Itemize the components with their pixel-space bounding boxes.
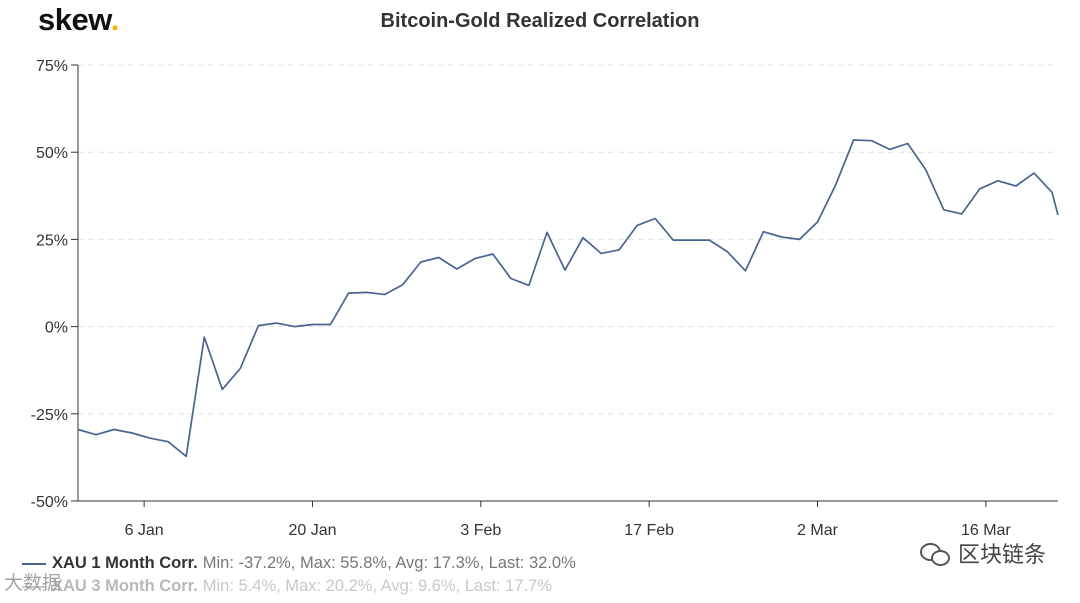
legend-series-stats: Min: 5.4%, Max: 20.2%, Avg: 9.6%, Last: …	[202, 577, 552, 595]
x-tick-label: 6 Jan	[125, 522, 164, 539]
y-tick-label: -50%	[31, 494, 68, 511]
skew-logo: skew.	[38, 2, 119, 37]
watermark-right-text: 区块链条	[957, 542, 1046, 567]
x-tick-label: 17 Feb	[624, 522, 674, 539]
x-tick-label: 16 Mar	[961, 522, 1011, 539]
y-tick-label: 0%	[45, 320, 68, 337]
y-tick-label: -25%	[31, 407, 68, 424]
legend-item-xau-1m[interactable]: XAU 1 Month Corr. Min: -37.2%, Max: 55.8…	[22, 552, 576, 575]
series-line-0	[77, 139, 1059, 458]
x-tick-label: 2 Mar	[797, 522, 839, 539]
chart-title: Bitcoin-Gold Realized Correlation	[380, 10, 700, 32]
wechat-icon	[919, 541, 950, 566]
y-tick-label: 50%	[36, 145, 68, 162]
x-tick-label: 3 Feb	[460, 522, 501, 539]
watermark-left: 大数据	[4, 573, 62, 594]
legend: XAU 1 Month Corr. Min: -37.2%, Max: 55.8…	[22, 552, 576, 598]
legend-item-xau-3m[interactable]: XAU 3 Month Corr. Min: 5.4%, Max: 20.2%,…	[22, 575, 576, 598]
watermark-right: 区块链条	[919, 537, 1046, 569]
legend-series-name: XAU 1 Month Corr.	[52, 554, 198, 572]
legend-swatch-xau-1m	[22, 562, 46, 565]
legend-series-name: XAU 3 Month Corr.	[52, 577, 198, 595]
x-tick-label: 20 Jan	[288, 522, 336, 539]
legend-swatch-xau-3m	[22, 585, 46, 588]
y-tick-label: 25%	[36, 232, 68, 249]
legend-series-stats: Min: -37.2%, Max: 55.8%, Avg: 17.3%, Las…	[202, 554, 576, 572]
y-tick-label: 75%	[36, 58, 68, 75]
